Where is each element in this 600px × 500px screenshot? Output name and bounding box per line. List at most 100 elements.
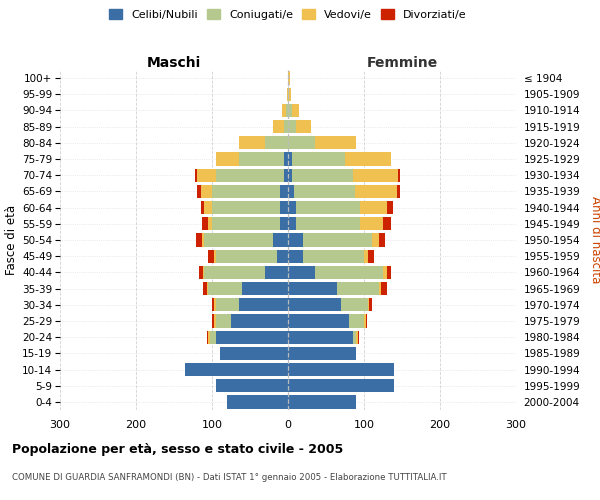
Bar [288,152,292,166]
Bar [203,282,206,295]
Bar [265,136,288,149]
Bar [212,201,280,214]
Bar [365,314,367,328]
Bar [202,217,208,230]
Bar [288,396,356,408]
Bar [303,250,364,263]
Bar [358,330,359,344]
Bar [296,201,360,214]
Bar [239,152,284,166]
Bar [288,136,314,149]
Bar [206,330,208,344]
Bar [212,185,280,198]
Bar [360,201,387,214]
Bar [195,168,197,182]
Bar [341,298,368,312]
Bar [205,201,212,214]
Bar [288,168,292,182]
Bar [288,298,341,312]
Bar [303,234,371,246]
Bar [206,282,208,295]
Bar [345,152,391,166]
Bar [212,298,214,312]
Bar [383,217,391,230]
Bar [280,185,288,198]
Bar [288,185,294,198]
Bar [208,330,210,344]
Bar [353,168,398,182]
Legend: Celibi/Nubili, Coniugati/e, Vedovi/e, Divorziati/e: Celibi/Nubili, Coniugati/e, Vedovi/e, Di… [105,5,471,24]
Bar [277,250,288,263]
Bar [397,185,400,198]
Bar [355,185,397,198]
Bar [208,217,212,230]
Bar [216,314,231,328]
Bar [296,217,360,230]
Bar [364,250,368,263]
Text: Popolazione per età, sesso e stato civile - 2005: Popolazione per età, sesso e stato civil… [12,442,343,456]
Bar [288,250,303,263]
Bar [294,185,355,198]
Bar [364,314,365,328]
Bar [288,379,394,392]
Bar [288,72,290,85]
Bar [360,217,383,230]
Bar [289,88,291,101]
Bar [288,201,296,214]
Bar [356,330,358,344]
Bar [216,152,239,166]
Bar [208,250,214,263]
Y-axis label: Fasce di età: Fasce di età [5,205,18,275]
Bar [379,282,381,295]
Bar [381,282,387,295]
Bar [216,250,277,263]
Bar [273,234,288,246]
Bar [371,234,379,246]
Bar [387,201,393,214]
Bar [203,266,205,279]
Bar [239,136,265,149]
Bar [288,363,394,376]
Bar [212,217,280,230]
Bar [288,330,353,344]
Bar [239,298,288,312]
Bar [284,120,288,134]
Bar [212,314,214,328]
Bar [214,314,216,328]
Bar [398,168,400,182]
Bar [370,298,371,312]
Bar [284,168,288,182]
Bar [292,152,345,166]
Text: COMUNE DI GUARDIA SANFRAMONDI (BN) - Dati ISTAT 1° gennaio 2005 - Elaborazione T: COMUNE DI GUARDIA SANFRAMONDI (BN) - Dat… [12,472,446,482]
Bar [286,104,288,117]
Bar [282,104,286,117]
Bar [292,168,353,182]
Bar [273,120,284,134]
Bar [288,266,314,279]
Bar [214,298,216,312]
Bar [288,104,292,117]
Bar [288,346,356,360]
Bar [231,314,288,328]
Bar [216,330,288,344]
Bar [287,88,288,101]
Bar [200,201,205,214]
Bar [280,201,288,214]
Bar [368,298,370,312]
Bar [288,314,349,328]
Bar [337,282,379,295]
Bar [197,185,200,198]
Bar [196,234,202,246]
Bar [214,250,216,263]
Bar [284,152,288,166]
Bar [387,266,391,279]
Bar [216,379,288,392]
Bar [314,136,356,149]
Text: Maschi: Maschi [147,56,201,70]
Bar [242,282,288,295]
Bar [205,266,265,279]
Bar [288,234,303,246]
Bar [210,330,216,344]
Bar [200,185,212,198]
Bar [296,120,311,134]
